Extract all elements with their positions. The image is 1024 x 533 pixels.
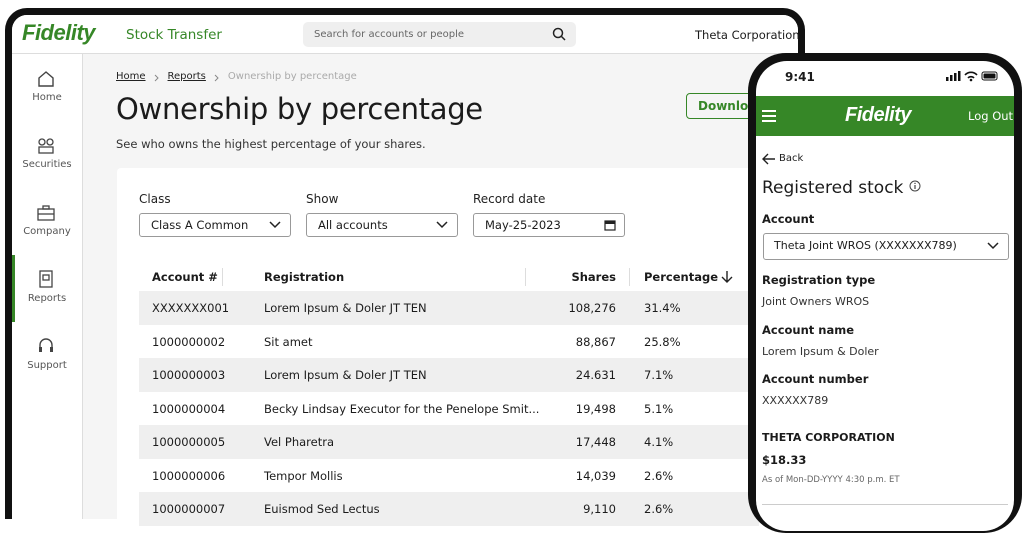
table-cell: 25.8% [644,334,681,349]
table-cell: 14,039 [575,468,616,483]
column-header[interactable]: Percentage [644,270,718,284]
field-label: Account name [762,322,855,337]
table-cell: Euismod Sed Lectus [264,502,380,516]
breadcrumb-sep [154,74,159,82]
price-timestamp: As of Mon-DD-YYYY 4:30 p.m. ET [762,475,900,485]
field-value: XXXXXX789 [762,394,829,407]
table-cell: 88,867 [575,334,616,349]
divider [762,504,1008,505]
filter-label: Class [139,192,171,206]
table-cell: 1000000006 [152,468,226,483]
chevron [436,221,448,229]
filter-label: Record date [473,192,546,206]
page: Fidelity Stock Transfer Search for accou… [5,8,1022,533]
company-icon [37,205,55,221]
field-label: Account number [762,372,869,386]
table-cell: 17,448 [575,435,616,449]
table-cell: Vel Pharetra [264,435,335,449]
logout-link[interactable]: Log Out [968,109,1014,123]
stock-price: $18.33 [762,453,807,467]
field-value: Joint Owners WROS [762,295,870,308]
company-name: THETA CORPORATION [762,431,895,444]
chevron [269,221,281,229]
phone-screen [756,61,1014,531]
table-cell: 108,276 [568,301,616,315]
table-cell: 31.4% [644,301,681,315]
nav-item[interactable]: Securities [22,159,72,170]
nav-item[interactable]: Reports [27,293,67,304]
table-cell: Lorem Ipsum & Doler JT TEN [264,301,427,315]
chevron [987,242,999,250]
page-subtitle: See who owns the highest percentage of y… [116,137,426,151]
table-cell: 4.1% [644,435,674,449]
table-cell: 7.1% [644,368,674,382]
table-cell: 1000000004 [152,401,226,416]
table-cell: Lorem Ipsum & Doler JT TEN [264,368,427,382]
breadcrumb[interactable]: Home [116,71,146,82]
column-divider [629,268,630,286]
nav-item[interactable]: Support [27,360,67,371]
status-icons [946,71,998,82]
filter-input[interactable]: Class A Common [139,213,291,237]
table-cell: 1000000003 [152,368,226,382]
mobile-header [756,96,1014,136]
securities-icon [38,138,54,154]
field-value: Lorem Ipsum & Doler [762,344,879,358]
page-title: Ownership by percentage [116,92,483,126]
table-cell: 2.6% [644,468,674,483]
table-cell: Becky Lindsay Executor for the Penelope … [264,401,540,416]
filter-label: Show [306,192,339,206]
mobile-brand[interactable]: Fidelity [845,104,912,126]
sort-icon [721,271,733,283]
reports-icon [39,270,53,288]
column-divider [222,268,223,286]
row-stripe [139,358,759,392]
home-icon [38,71,54,87]
nav-item[interactable]: Home [32,92,62,103]
table-cell: 1000000005 [152,435,226,449]
account-select[interactable] [763,233,1009,260]
table-cell: 24.631 [575,368,616,382]
account-value: Theta Joint WROS (XXXXXXX789) [774,239,957,252]
field-label: Registration type [762,273,876,287]
filter-input[interactable]: May-25-2023 [473,213,625,237]
table-cell: 1000000007 [152,502,226,516]
column-divider [525,268,526,286]
back-arrow[interactable] [762,153,776,165]
table-cell: XXXXXXX001 [152,301,230,315]
table-cell: 1000000002 [152,334,226,349]
nav-item[interactable]: Company [23,226,71,237]
menu-icon[interactable] [762,109,778,123]
info-icon[interactable] [909,180,921,192]
status-time: 9:41 [785,70,815,84]
table-cell: 2.6% [644,502,674,516]
back-link[interactable]: Back [779,153,804,164]
table-cell: 9,110 [583,502,616,516]
support-icon [39,338,53,352]
search-placeholder: Search for accounts or people [314,29,464,40]
search-box[interactable] [303,22,576,47]
account-label: Account [762,212,815,226]
org-name[interactable]: Theta Corporation [695,28,800,42]
row-stripe [139,425,759,459]
table-cell: 5.1% [644,401,674,416]
column-header[interactable]: Registration [264,270,345,284]
active-indicator [12,255,15,322]
column-header[interactable]: Shares [571,270,616,284]
row-stripe [139,291,759,325]
table-cell: 19,498 [575,401,616,416]
filter-input[interactable]: All accounts [306,213,458,237]
app-title: Stock Transfer [126,27,222,43]
breadcrumb: Ownership by percentage [227,71,357,82]
mobile-title: Registered stock [762,178,904,198]
search-icon[interactable] [552,27,566,41]
breadcrumb[interactable]: Reports [167,71,206,82]
table-cell: Tempor Mollis [264,468,343,483]
table-cell: Sit amet [264,334,313,349]
breadcrumb-sep [214,74,219,82]
brand-logo[interactable]: Fidelity [22,20,96,45]
calendar-icon [604,220,616,231]
column-header[interactable]: Account # [152,270,218,284]
